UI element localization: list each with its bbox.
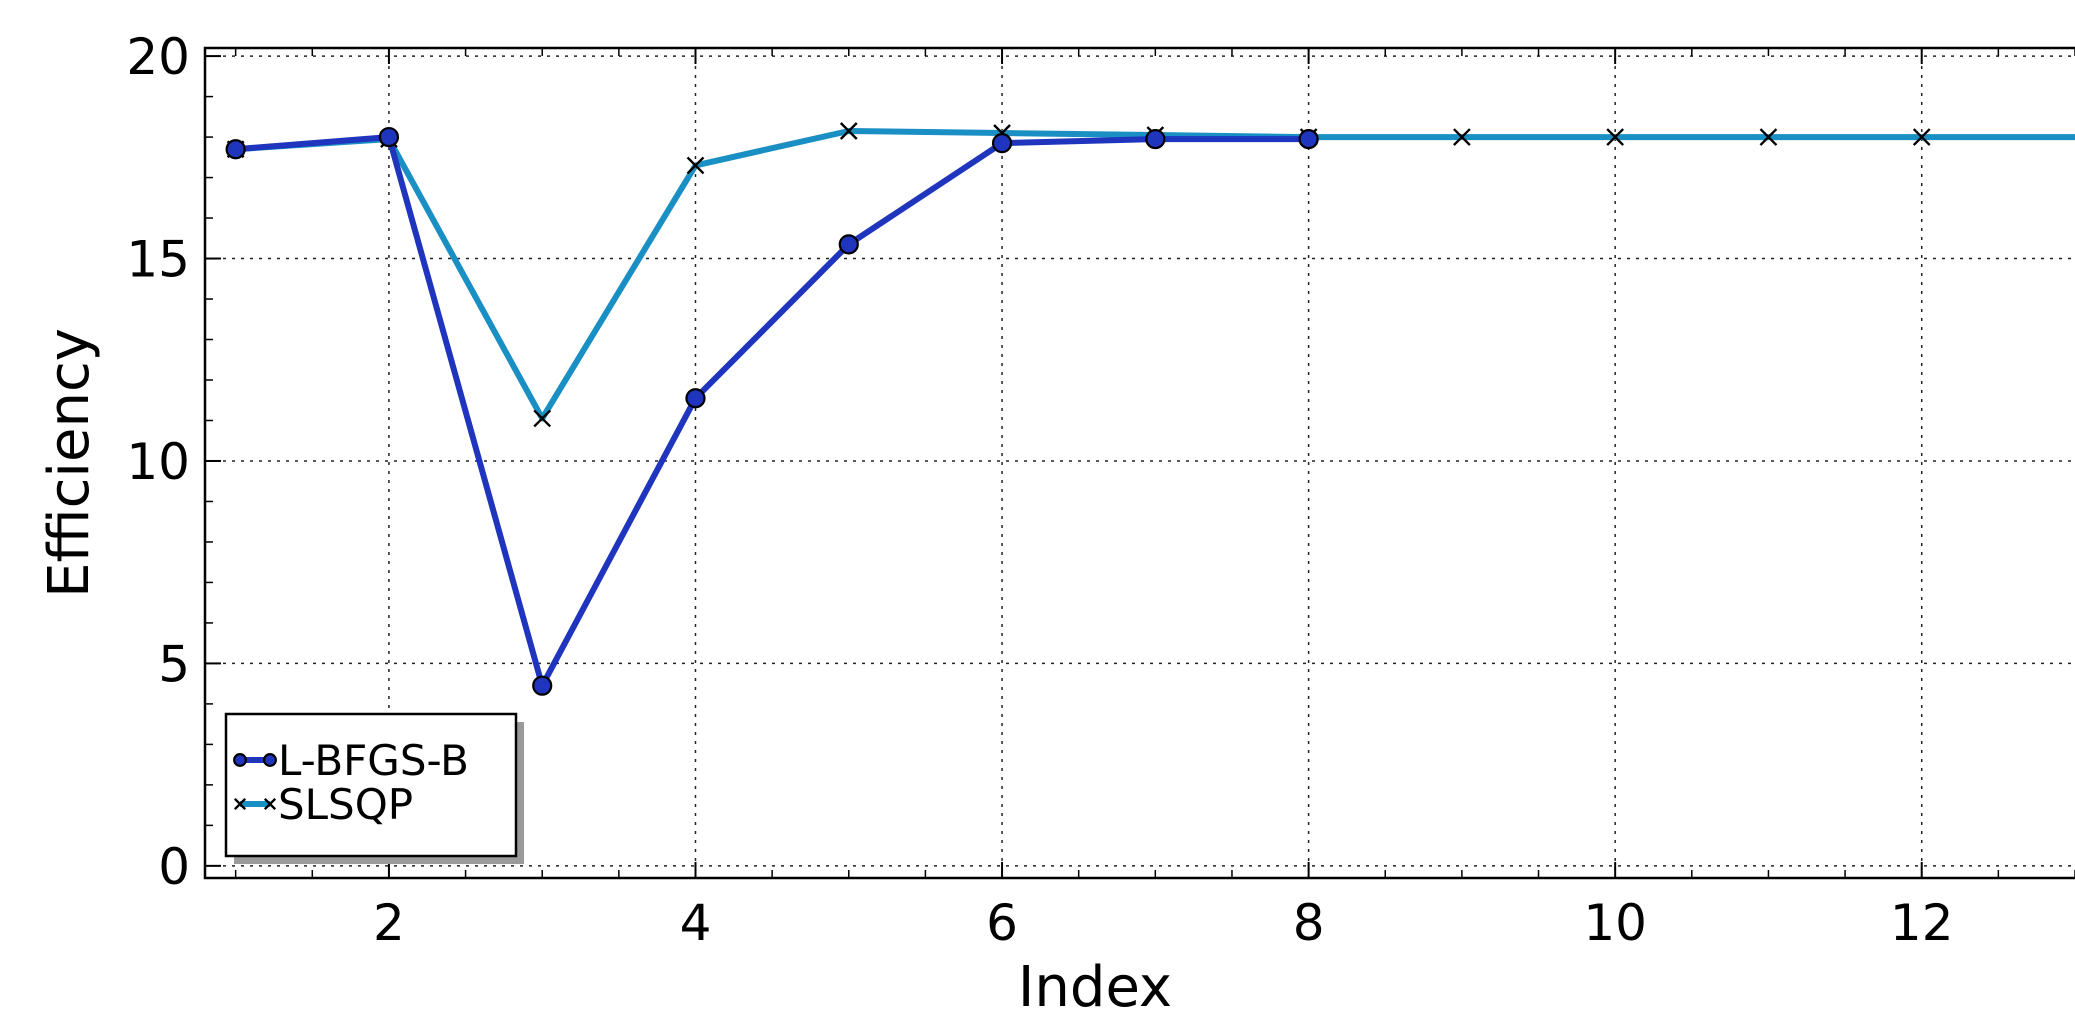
x-marker	[263, 797, 277, 811]
grid-lines	[205, 48, 2075, 878]
legend-label: L-BFGS-B	[278, 736, 469, 785]
x-marker	[1606, 128, 1625, 146]
x-tick-label: 8	[1293, 894, 1325, 952]
x-tick-label: 12	[1890, 894, 1954, 952]
legend-box	[224, 712, 518, 858]
data-series	[225, 122, 2075, 696]
x-axis-label: Index	[1018, 955, 1172, 1016]
circle-marker	[532, 675, 553, 696]
series-l-bfgs-b	[225, 126, 1319, 696]
y-axis-label: Efficiency	[37, 328, 102, 598]
y-tick-label: 0	[158, 838, 190, 896]
legend-label: SLSQP	[278, 780, 413, 829]
plot-area-frame	[203, 46, 2075, 880]
legend-entry: L-BFGS-B	[233, 736, 469, 785]
x-tick-label: 10	[1583, 894, 1647, 952]
y-tick-label: 10	[126, 433, 190, 491]
circle-marker	[263, 753, 277, 767]
x-marker	[233, 797, 247, 811]
circle-marker	[1145, 128, 1166, 150]
y-tick-label: 20	[126, 28, 190, 86]
y-tick-label: 15	[126, 231, 190, 289]
legend-entry: SLSQP	[233, 780, 413, 829]
x-marker	[1759, 128, 1778, 146]
y-tick-label: 5	[158, 635, 190, 693]
circle-marker	[233, 753, 247, 767]
axis-ticks	[205, 48, 2075, 878]
x-tick-label: 2	[373, 894, 405, 952]
circle-marker	[838, 234, 859, 255]
x-tick-label: 6	[986, 894, 1018, 952]
circle-marker	[1298, 128, 1319, 150]
axis-tick-labels: 2 4 6 8 10 12 0 5 10 15 20	[126, 28, 1953, 952]
circle-marker	[378, 126, 400, 148]
x-marker	[533, 409, 552, 428]
series-line	[235, 134, 1309, 689]
circle-marker	[685, 388, 706, 409]
x-marker	[686, 156, 705, 175]
x-marker	[1453, 128, 1471, 146]
circle-marker	[991, 133, 1013, 154]
x-tick-label: 4	[680, 894, 712, 952]
series-line	[235, 128, 2075, 422]
x-marker	[839, 122, 858, 140]
x-marker	[1912, 128, 1931, 146]
series-slsqp	[226, 122, 2075, 428]
circle-marker	[225, 139, 246, 160]
